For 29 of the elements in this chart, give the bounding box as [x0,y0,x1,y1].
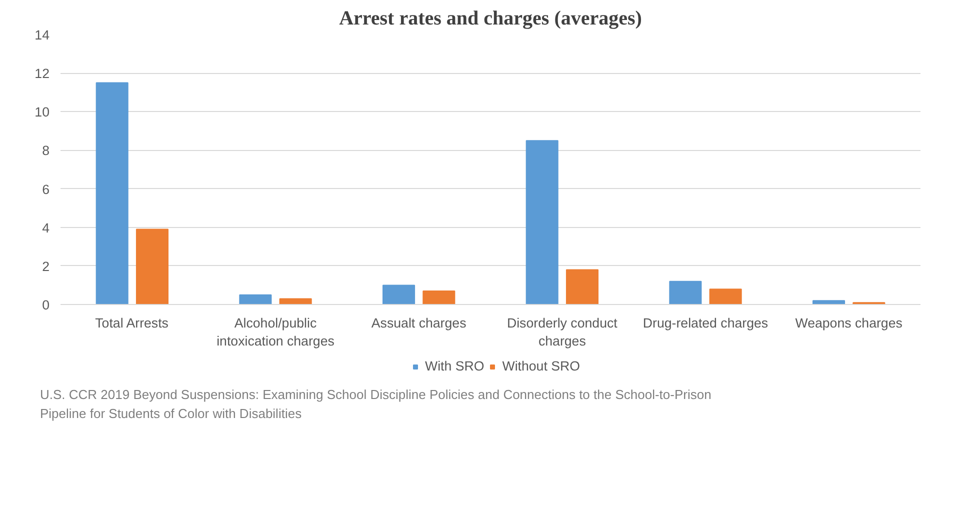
x-tick-label: Drug-related charges [642,316,768,330]
bar [382,284,416,304]
bar [526,140,558,304]
bar [566,269,598,304]
x-tick-label: Assualt charges [371,316,467,330]
y-tick-label: 6 [42,182,50,197]
y-tick-label: 14 [34,28,50,42]
bar [239,294,272,304]
chart-title: Arrest rates and charges (averages) [339,8,642,30]
y-tick-label: 12 [34,66,50,82]
y-tick-label: 2 [42,258,50,274]
y-tick-label: 8 [42,143,50,158]
legend-label: With SRO [424,358,484,374]
bar [422,290,456,304]
text: U.S. CCR 2019 Beyond Suspensions: Examining School Discipline Policies and Connections to the School-to-Prison Pipeline for Students of Color with Disabilities [40,386,712,423]
bar [96,82,128,304]
y-tick-label: 10 [34,104,50,120]
x-tick-label: Total Arrests [95,316,169,330]
legend-label: Without SRO [502,358,580,374]
bar [279,298,312,304]
x-tick-label: Weapons charges [795,316,903,330]
y-tick-label: 0 [42,298,50,312]
bar [136,228,168,304]
x-tick-label: Disorderly conduct charges [506,316,618,348]
y-tick-label: 4 [42,220,50,236]
x-tick-label: Alcohol/public intoxication charges [216,316,335,348]
bar [669,280,702,304]
bar [709,288,742,304]
bar [812,300,846,304]
